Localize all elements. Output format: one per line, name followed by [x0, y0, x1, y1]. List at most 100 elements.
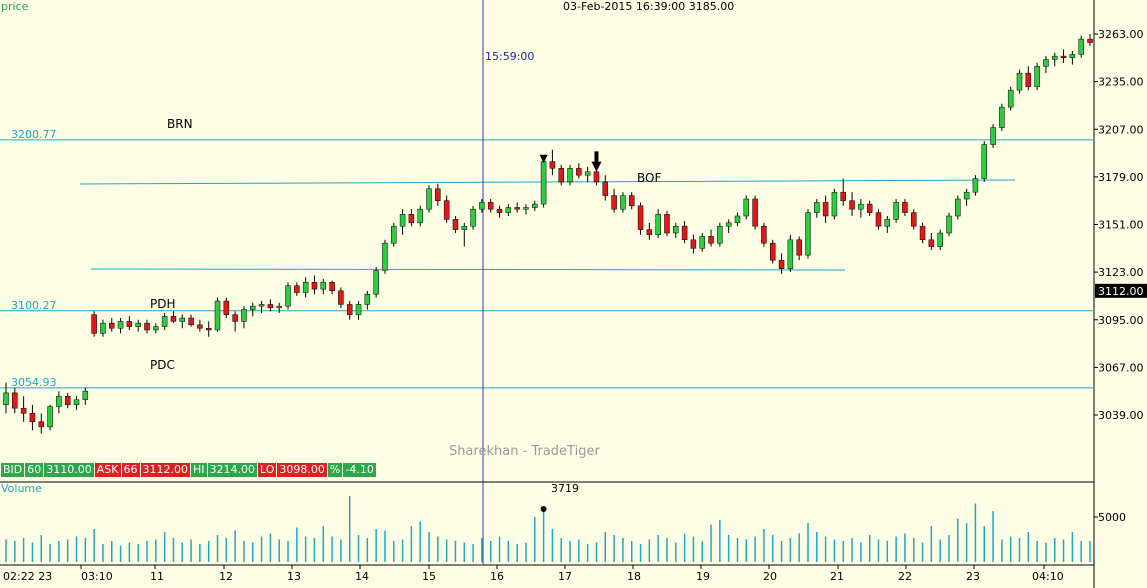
candle-body [364, 293, 371, 305]
ask-qty: 66 [121, 463, 140, 477]
volume-tick-label: 5000 [1098, 511, 1126, 524]
candle-body [487, 202, 494, 210]
volume-cursor-value: 3719 [551, 482, 579, 495]
lo-price: 3098.00 [277, 463, 327, 477]
candle-body [540, 161, 547, 205]
candle-body [902, 202, 908, 213]
candle-body [346, 304, 353, 315]
candle-body [999, 106, 1005, 128]
candle-body [584, 171, 591, 176]
last-price-marker [1095, 283, 1147, 298]
candle-body [496, 208, 503, 213]
level-pdc-value: 3054.93 [11, 376, 57, 389]
candle-body [972, 178, 979, 193]
candle-body [197, 324, 203, 329]
candle-body [276, 305, 282, 309]
candle-body [188, 317, 194, 326]
candle-body [840, 191, 846, 201]
candle-body [946, 215, 952, 234]
candle-body [1078, 38, 1084, 55]
candle-body [426, 188, 432, 210]
candle-body [223, 300, 230, 315]
candle-body [100, 322, 106, 334]
candle-body [329, 282, 335, 292]
candle-body [1007, 89, 1014, 108]
candle-body [126, 321, 133, 327]
x-tick-label: 18 [627, 570, 641, 583]
y-tick-label: 3067.00 [1098, 361, 1144, 374]
range-line [90, 268, 846, 271]
candle-body [479, 202, 485, 210]
candle-body [910, 212, 917, 227]
x-tick-label: 14 [355, 570, 369, 583]
candle-body [285, 285, 291, 307]
candle-body [681, 225, 688, 241]
candle-body [12, 392, 18, 409]
candle-body [135, 322, 141, 327]
candle-body [435, 188, 441, 201]
candle-body [179, 317, 186, 322]
signal-arrow [591, 151, 602, 172]
candle-body [443, 200, 450, 220]
candle-body [858, 203, 864, 210]
candle-body [29, 413, 36, 423]
candle-body [232, 314, 238, 322]
y-tick-label: 3151.00 [1098, 219, 1144, 232]
candle-body [690, 239, 697, 249]
signal-arrow [539, 154, 548, 164]
candle-body [214, 300, 221, 331]
quote-bar: BID 60 3110.00 ASK 66 3112.00 HI 3214.00… [1, 463, 377, 477]
candle-body [64, 396, 71, 406]
volume-cursor-dot [540, 506, 547, 512]
x-tick-label: 04:10 [1032, 570, 1064, 583]
cursor-info: 03-Feb-2015 16:39:00 3185.00 [563, 0, 735, 13]
bid-price: 3110.00 [44, 463, 94, 477]
candle-body [1043, 59, 1049, 67]
candle-body [796, 239, 802, 256]
candle-body [1034, 66, 1040, 87]
ask-label: ASK [94, 463, 121, 477]
candle-body [602, 181, 609, 196]
candle-body [514, 207, 520, 210]
x-tick-label: 16 [490, 570, 504, 583]
candle-body [717, 225, 723, 244]
candle-body [73, 399, 80, 406]
candle-body [955, 198, 961, 217]
candle-body [250, 305, 256, 310]
pdc-annotation: PDC [150, 358, 175, 372]
candle-body [302, 282, 309, 293]
candle-body [628, 195, 635, 207]
x-tick-label: 03:10 [81, 570, 113, 583]
candle-body [567, 168, 573, 183]
candle-body [391, 225, 397, 244]
x-tick-label: 15 [422, 570, 436, 583]
y-tick-label: 3123.00 [1098, 266, 1144, 279]
candle-body [673, 225, 679, 234]
x-tick-label: 23 [966, 570, 980, 583]
candle-body [637, 205, 644, 230]
pct-label: % [327, 463, 343, 477]
candle-body [558, 168, 564, 183]
x-tick-label: 02:22 23 [3, 570, 52, 583]
candle-body [382, 242, 388, 271]
last-price-label: 3112.00 [1098, 285, 1144, 298]
hi-price: 3214.00 [207, 463, 258, 477]
candle-body [523, 207, 529, 210]
candle-body [452, 219, 459, 230]
candle-body [981, 144, 987, 179]
candle-body [399, 214, 406, 227]
hi-label: HI [191, 463, 207, 477]
candle-body [355, 304, 362, 315]
candle-body [20, 407, 27, 414]
candle-body [91, 314, 97, 334]
pct-change: -4.10 [343, 463, 376, 477]
candle-body [1016, 72, 1023, 91]
price-panel-label: price [1, 0, 29, 13]
candle-body [109, 322, 115, 329]
y-tick-label: 3263.00 [1098, 28, 1144, 41]
candle-body [620, 195, 626, 210]
ask-price: 3112.00 [140, 463, 190, 477]
candle-body [161, 316, 168, 327]
candle-body [38, 421, 45, 428]
